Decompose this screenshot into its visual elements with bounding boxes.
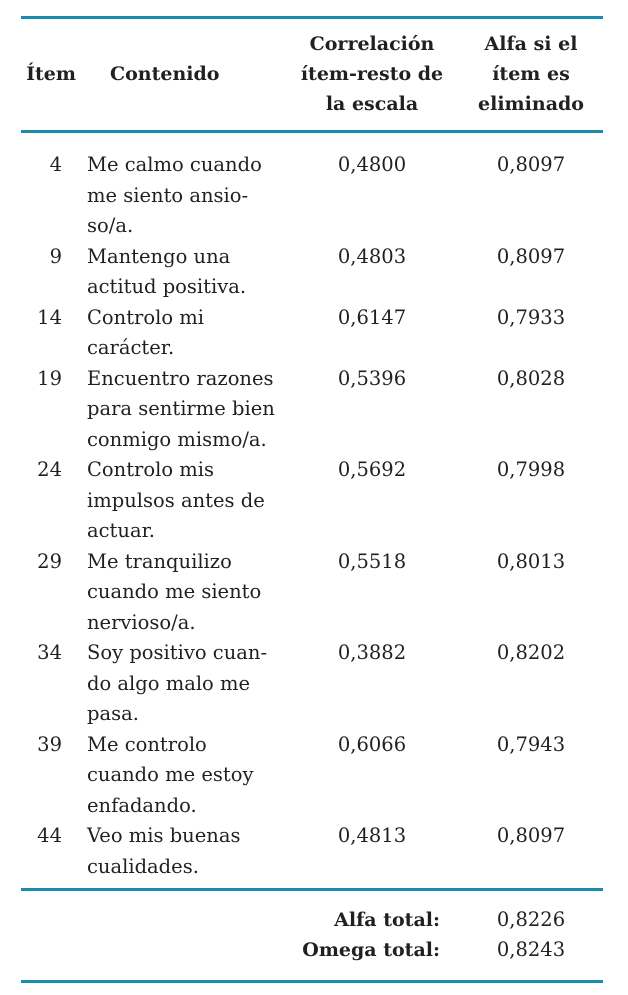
cell-contenido-line: enfadando. xyxy=(87,793,197,817)
cell-contenido-line: cualidades. xyxy=(87,854,199,878)
cell-contenido-line: Veo mis buenas xyxy=(87,824,241,847)
header-correlacion-line: la escala xyxy=(325,93,419,115)
cell-alfa: 0,8202 xyxy=(496,641,566,664)
omega-total-label: Omega total: xyxy=(302,939,440,961)
cell-alfa: 0,8097 xyxy=(496,824,566,847)
cell-item: 9 xyxy=(49,244,62,268)
cell-contenido-line: Me tranquilizo xyxy=(87,549,232,573)
cell-contenido: Veo mis buenas cualidades. xyxy=(87,821,287,882)
header-rule xyxy=(21,130,603,133)
cell-contenido: Me calmo cuando me siento ansio-so/a. xyxy=(87,150,287,242)
header-alfa-line: ítem es xyxy=(492,63,570,85)
cell-contenido-line: pasa. xyxy=(87,702,139,725)
cell-contenido-line: actuar. xyxy=(87,519,155,542)
cell-item: 34 xyxy=(37,641,62,664)
cell-alfa: 0,8028 xyxy=(496,366,566,390)
cell-contenido: Me tranquilizo cuando me siento nervioso/a… xyxy=(87,547,287,639)
cell-contenido-line: Controlo mi xyxy=(87,305,205,329)
bottom-rule xyxy=(21,888,603,891)
cell-contenido: Controlo mis impulsos antes de actuar. xyxy=(87,455,287,547)
cell-contenido-line: Me calmo cuando xyxy=(87,153,262,176)
cell-contenido-line: conmigo mismo/a. xyxy=(87,427,267,451)
cell-correlacion: 0,3882 xyxy=(337,641,407,664)
cell-contenido-line: so/a. xyxy=(87,214,134,237)
header-alfa-line: eliminado xyxy=(478,93,584,115)
cell-contenido-line: Controlo mis xyxy=(87,458,215,481)
final-rule xyxy=(21,980,603,983)
header-alfa-line: Alfa si el xyxy=(484,33,578,55)
cell-correlacion: 0,5396 xyxy=(337,366,407,390)
cell-correlacion: 0,6147 xyxy=(337,305,407,329)
cell-contenido-line: para sentirme bien xyxy=(87,397,275,420)
cell-contenido: Mantengo una actitud positiva. xyxy=(87,242,287,303)
alfa-total-label: Alfa total: xyxy=(334,909,440,931)
alfa-total-value: 0,8226 xyxy=(496,908,566,931)
cell-correlacion: 0,5518 xyxy=(337,549,407,573)
cell-contenido-line: actitud positiva. xyxy=(87,275,247,298)
cell-item: 29 xyxy=(37,549,62,573)
cell-correlacion: 0,5692 xyxy=(337,458,407,481)
cell-contenido: Soy positivo cuan-do algo malo me pasa. xyxy=(87,638,287,730)
header-correlacion-line: ítem-resto de xyxy=(300,63,444,85)
cell-contenido-line: cuando me siento xyxy=(87,580,262,603)
cell-item: 24 xyxy=(37,458,62,481)
cell-item: 19 xyxy=(37,366,62,390)
cell-contenido-line: Soy positivo cuan- xyxy=(87,641,268,664)
cell-contenido: Encuentro razones para sentirme bien conmi… xyxy=(87,364,287,456)
top-rule xyxy=(21,16,603,19)
cell-contenido-line: Encuentro razones xyxy=(87,366,274,390)
cell-contenido-line: me siento ansio- xyxy=(87,183,249,207)
cell-alfa: 0,8013 xyxy=(496,549,566,573)
cell-contenido-line: cuando me estoy xyxy=(87,763,254,786)
cell-alfa: 0,8097 xyxy=(496,244,566,268)
header-alfa: Alfa si el ítem es eliminado xyxy=(468,29,594,119)
cell-contenido: Controlo mi carácter. xyxy=(87,303,287,364)
cell-alfa: 0,7943 xyxy=(496,732,566,756)
header-correlacion: Correlación ítem-resto de la escala xyxy=(296,29,448,119)
cell-correlacion: 0,4800 xyxy=(337,153,407,176)
cell-contenido-line: Mantengo una xyxy=(87,244,231,268)
cell-contenido: Me controlo cuando me estoy enfadando. xyxy=(87,730,287,822)
header-contenido: Contenido xyxy=(110,63,220,85)
cell-alfa: 0,8097 xyxy=(496,153,566,176)
cell-alfa: 0,7998 xyxy=(496,458,566,481)
cell-contenido-line: impulsos antes de xyxy=(87,488,265,512)
cell-correlacion: 0,6066 xyxy=(337,732,407,756)
header-item: Ítem xyxy=(26,63,76,85)
cell-correlacion: 0,4803 xyxy=(337,244,407,268)
omega-total-value: 0,8243 xyxy=(496,938,566,961)
cell-item: 39 xyxy=(37,732,62,756)
cell-correlacion: 0,4813 xyxy=(337,824,407,847)
cell-contenido-line: Me controlo xyxy=(87,732,207,756)
cell-item: 44 xyxy=(37,824,62,847)
cell-contenido-line: do algo malo me xyxy=(87,671,251,695)
cell-contenido-line: nervioso/a. xyxy=(87,610,196,634)
cell-contenido-line: carácter. xyxy=(87,336,175,359)
cell-item: 14 xyxy=(37,305,62,329)
cell-alfa: 0,7933 xyxy=(496,305,566,329)
header-correlacion-line: Correlación xyxy=(309,33,435,55)
cell-item: 4 xyxy=(49,153,62,176)
